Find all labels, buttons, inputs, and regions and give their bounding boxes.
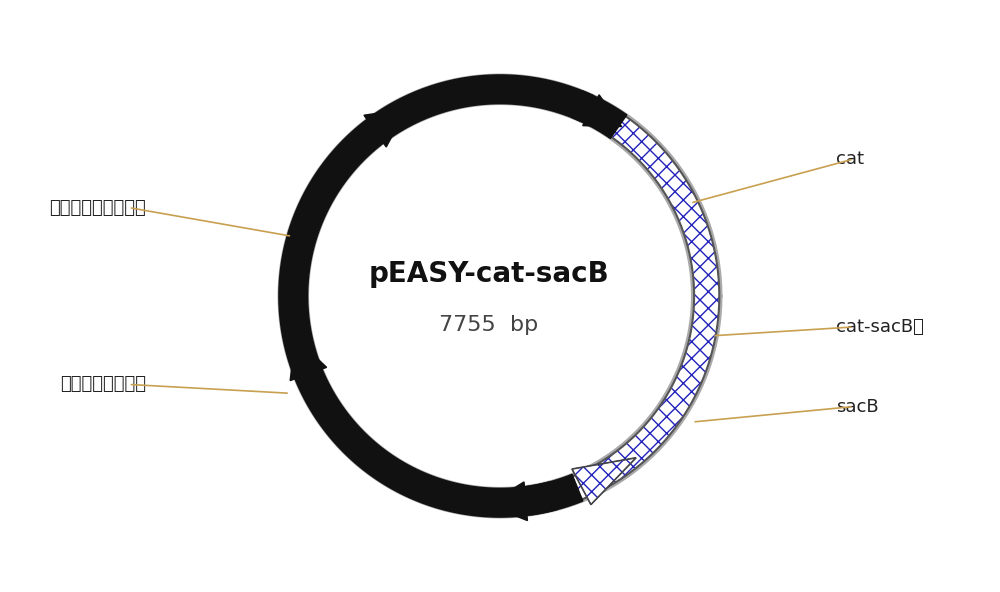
Text: 氨苄青霉素抗性基因: 氨苄青霉素抗性基因: [50, 198, 146, 217]
Text: 7755  bp: 7755 bp: [439, 315, 539, 334]
Polygon shape: [572, 458, 636, 504]
Polygon shape: [540, 102, 719, 510]
Polygon shape: [279, 75, 593, 517]
Text: pEASY-cat-sacB: pEASY-cat-sacB: [369, 260, 609, 288]
Polygon shape: [527, 474, 583, 515]
Text: cat-sacB盒: cat-sacB盒: [836, 318, 924, 336]
Polygon shape: [290, 337, 327, 381]
Text: sacB: sacB: [836, 398, 879, 416]
Polygon shape: [364, 109, 407, 147]
Text: cat: cat: [836, 150, 864, 168]
Polygon shape: [572, 91, 627, 139]
Polygon shape: [540, 102, 719, 510]
Polygon shape: [487, 482, 527, 520]
Text: 卡那霉素抗性基因: 卡那霉素抗性基因: [60, 375, 146, 394]
Polygon shape: [583, 95, 622, 127]
